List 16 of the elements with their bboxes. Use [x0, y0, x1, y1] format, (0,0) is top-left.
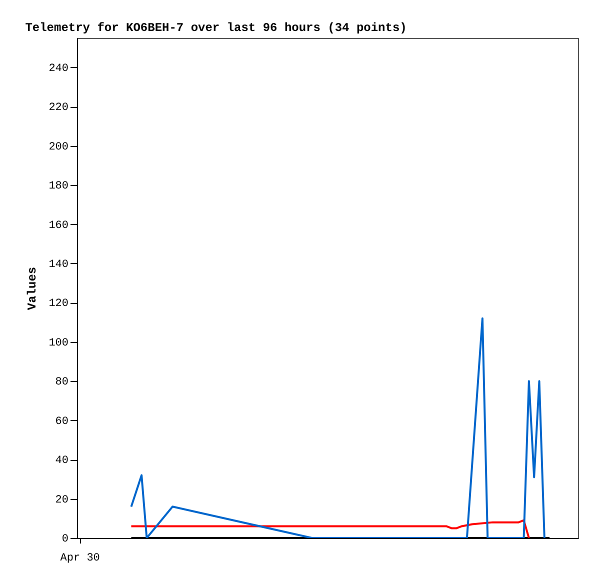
y-tick-label: 20: [55, 494, 68, 506]
y-tick-label: 160: [48, 220, 68, 232]
y-tick-label: 240: [48, 62, 68, 75]
x-tick-label: Apr 30: [60, 552, 100, 564]
y-tick-label: 180: [48, 180, 68, 193]
y-tick-label: 60: [55, 416, 68, 428]
y-tick-label: 140: [48, 258, 68, 271]
chart-title: Telemetry for KO6BEH-7 over last 96 hours (34 points): [25, 21, 407, 35]
y-tick-label: 220: [48, 102, 68, 114]
y-tick-label: 120: [48, 298, 68, 310]
y-tick-label: 100: [48, 337, 68, 350]
y-tick-label: 200: [48, 141, 68, 154]
y-tick-label: 80: [55, 376, 68, 389]
y-tick-label: 0: [62, 534, 68, 546]
y-tick-label: 40: [55, 455, 68, 468]
y-axis-title: Values: [26, 266, 40, 310]
